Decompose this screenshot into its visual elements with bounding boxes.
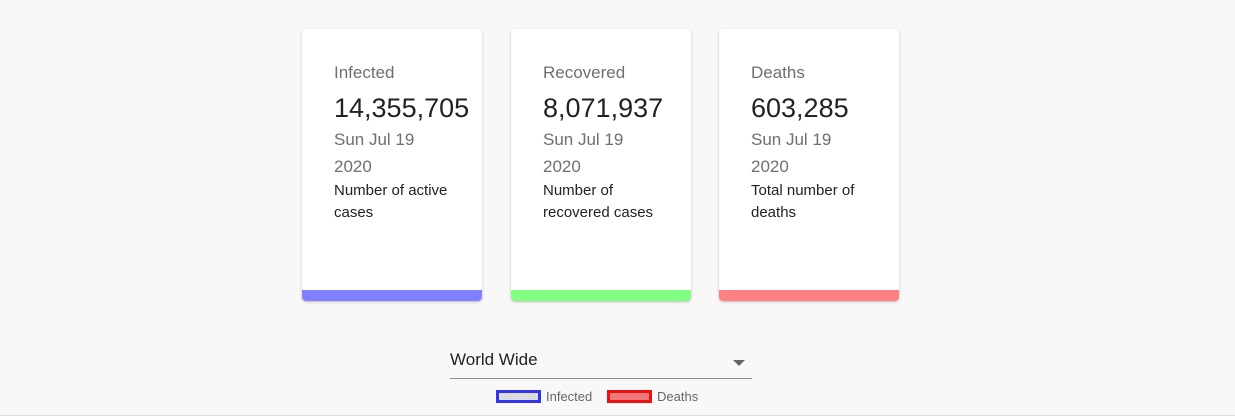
- legend-label: Deaths: [657, 389, 699, 404]
- card-color-bar: [302, 290, 482, 301]
- card-date: Sun Jul 19 2020: [543, 130, 624, 176]
- legend-swatch: [607, 390, 652, 403]
- chart-legend: Infected Deaths: [0, 389, 1235, 407]
- card-value: 8,071,937: [543, 93, 664, 123]
- card-value: 603,285: [751, 93, 849, 123]
- legend-item-deaths[interactable]: Deaths: [607, 389, 698, 404]
- card-color-bar: [511, 290, 691, 301]
- card-date: Sun Jul 19 2020: [334, 130, 415, 176]
- country-select[interactable]: World Wide: [450, 346, 752, 379]
- legend-swatch: [496, 390, 541, 403]
- card-description: Number of active cases: [334, 182, 448, 221]
- recovered-card: Recovered 8,071,937 Sun Jul 19 2020 Numb…: [511, 29, 691, 301]
- infected-card: Infected 14,355,705 Sun Jul 19 2020 Numb…: [302, 29, 482, 301]
- legend-item-infected[interactable]: Infected: [496, 389, 592, 404]
- deaths-card: Deaths 603,285 Sun Jul 19 2020 Total num…: [719, 29, 899, 301]
- card-value: 14,355,705: [334, 93, 470, 123]
- country-select-value: World Wide: [450, 350, 538, 369]
- card-title: Recovered: [543, 63, 626, 82]
- card-title: Deaths: [751, 63, 805, 82]
- card-description: Number of recovered cases: [543, 182, 654, 221]
- legend-label: Infected: [546, 389, 593, 404]
- chevron-down-icon[interactable]: [733, 360, 745, 366]
- card-description: Total number of deaths: [751, 182, 855, 221]
- card-date: Sun Jul 19 2020: [751, 130, 832, 176]
- card-color-bar: [719, 290, 899, 301]
- card-title: Infected: [334, 63, 395, 82]
